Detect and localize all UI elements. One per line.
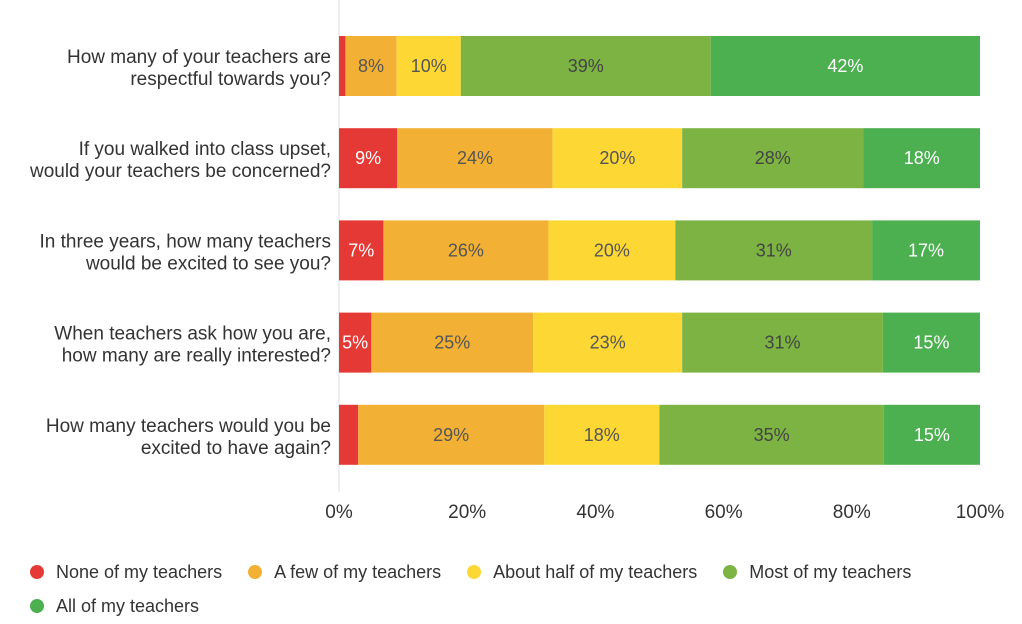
bar-segment <box>396 36 461 96</box>
bar-segment <box>552 128 683 189</box>
data-label: 35% <box>754 425 790 445</box>
x-tick-label: 60% <box>705 502 743 523</box>
bar-segment <box>682 128 864 189</box>
data-label: 15% <box>913 333 949 353</box>
bar-segment <box>383 220 549 281</box>
chart-legend: None of my teachers A few of my teachers A… <box>30 562 990 616</box>
bar-segment <box>460 36 711 96</box>
legend-item: Most of my teachers <box>723 562 911 582</box>
bar-segment <box>339 220 384 281</box>
legend-label: All of my teachers <box>56 595 200 616</box>
data-label: 7% <box>348 240 374 260</box>
legend-dot-icon <box>30 599 44 613</box>
bar-segment <box>863 128 980 189</box>
bar-segment <box>339 312 372 373</box>
data-label: 9% <box>355 148 381 168</box>
x-tick-label: 40% <box>576 502 614 523</box>
bar-segment <box>682 312 883 373</box>
bar-segment <box>397 128 553 189</box>
bar-segment <box>882 312 980 373</box>
x-tick-label: 20% <box>448 502 486 523</box>
category-label: When teachers ask how you are, how many a… <box>54 324 331 367</box>
legend-dot-icon <box>723 565 738 579</box>
bar-segment <box>548 220 676 281</box>
bar-segment <box>339 128 398 189</box>
data-label: 42% <box>827 56 863 76</box>
data-label: 10% <box>411 56 447 76</box>
data-label: 20% <box>594 240 630 260</box>
data-label: 31% <box>756 240 792 260</box>
stacked-bar-chart: How many of your teachers are respectful … <box>29 0 1005 523</box>
x-tick-label: 100% <box>956 502 1005 523</box>
bar-segment <box>659 404 884 465</box>
bar-segment <box>872 220 980 281</box>
bar-segment <box>544 404 660 465</box>
legend-label: A few of my teachers <box>274 561 442 582</box>
bar-segment <box>345 36 397 96</box>
data-label: 15% <box>914 425 950 445</box>
bar-segment <box>339 404 359 465</box>
legend-dot-icon <box>467 565 482 579</box>
data-label: 26% <box>448 240 484 260</box>
data-label: 39% <box>568 56 604 76</box>
legend-item: About half of my teachers <box>467 562 697 582</box>
bar-segment <box>675 220 873 281</box>
category-label: In three years, how many teachers would b… <box>40 231 331 274</box>
bar-segment <box>339 36 346 96</box>
x-tick-label: 80% <box>833 502 871 523</box>
bar-segment <box>371 312 534 373</box>
legend-dot-icon <box>248 565 263 579</box>
legend-item: None of my teachers <box>30 562 222 582</box>
data-label: 28% <box>755 148 791 168</box>
data-label: 17% <box>908 240 944 260</box>
category-label: How many teachers would you be excited to… <box>46 416 331 459</box>
legend-label: None of my teachers <box>56 561 223 582</box>
data-label: 8% <box>358 56 384 76</box>
category-label: How many of your teachers are respectful … <box>67 47 331 90</box>
bar-segment <box>710 36 980 96</box>
data-label: 20% <box>599 148 635 168</box>
data-label: 24% <box>457 148 493 168</box>
data-label: 18% <box>584 425 620 445</box>
category-label: If you walked into class upset, would you… <box>29 139 331 182</box>
data-label: 18% <box>904 148 940 168</box>
data-label: 29% <box>433 425 469 445</box>
data-label: 31% <box>765 333 801 353</box>
legend-label: Most of my teachers <box>749 561 912 582</box>
x-tick-label: 0% <box>325 502 353 523</box>
legend-dot-icon <box>30 565 44 579</box>
legend-label: About half of my teachers <box>493 561 698 582</box>
data-label: 23% <box>590 333 626 353</box>
bar-segment <box>358 404 545 465</box>
data-label: 25% <box>434 333 470 353</box>
bar-segment <box>883 404 980 465</box>
legend-item: All of my teachers <box>30 596 199 616</box>
data-label: 5% <box>342 333 368 353</box>
bar-segment <box>533 312 683 373</box>
legend-item: A few of my teachers <box>248 562 441 582</box>
